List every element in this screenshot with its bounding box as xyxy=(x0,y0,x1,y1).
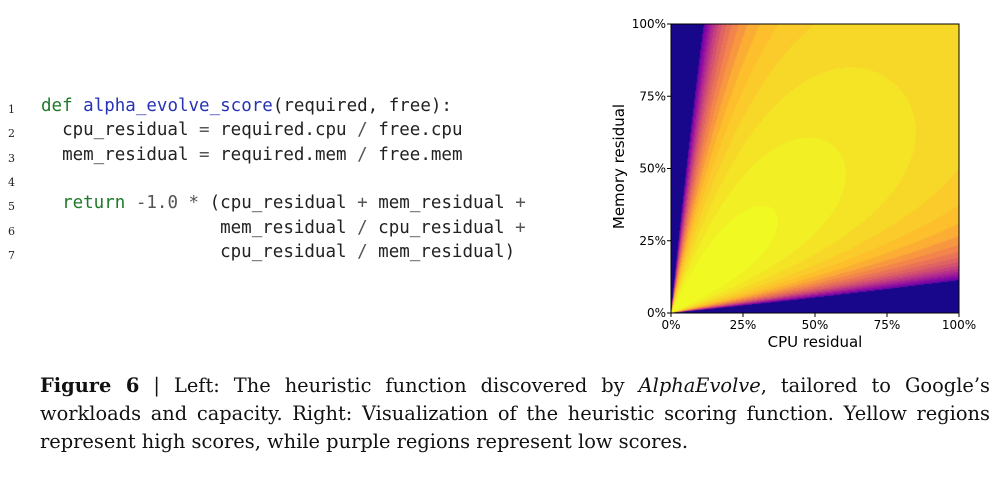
x-tick-label: 25% xyxy=(730,318,757,332)
y-tick-label: 25% xyxy=(639,234,666,248)
caption-text-1: Left: The heuristic function discovered … xyxy=(173,374,639,397)
line-number: 7 xyxy=(8,248,15,262)
code-text: mem_residual / cpu_residual + xyxy=(41,217,526,238)
caption-label: Figure 6 xyxy=(40,374,140,397)
x-tick-label: 75% xyxy=(874,318,901,332)
y-tick-label: 100% xyxy=(632,17,666,31)
heatmap-surface xyxy=(671,24,959,313)
code-line: 7 cpu_residual / mem_residual) xyxy=(0,242,600,266)
x-tick-label: 100% xyxy=(942,318,976,332)
code-text: def alpha_evolve_score(required, free): xyxy=(41,96,452,116)
code-line: 5 return -1.0 * (cpu_residual + mem_resi… xyxy=(0,193,600,217)
line-number: 1 xyxy=(8,103,15,116)
code-line: 4 xyxy=(0,169,600,193)
line-number: 6 xyxy=(8,224,15,238)
x-tick-label: 0% xyxy=(661,318,680,332)
code-line: 6 mem_residual / cpu_residual + xyxy=(0,218,600,242)
y-tick-label: 0% xyxy=(647,306,666,320)
y-axis-label: Memory residual xyxy=(610,104,628,229)
line-number: 4 xyxy=(8,175,15,189)
code-line: 3 mem_residual = required.mem / free.mem xyxy=(0,145,600,169)
code-text: cpu_residual / mem_residual) xyxy=(41,241,516,262)
x-tick-label: 50% xyxy=(802,318,829,332)
line-number: 3 xyxy=(8,151,15,165)
line-number: 2 xyxy=(8,127,15,141)
code-line: 2 cpu_residual = required.cpu / free.cpu xyxy=(0,120,600,144)
caption-text-2: , tailored to Google’s workloads and cap… xyxy=(40,374,990,453)
x-axis-label: CPU residual xyxy=(768,333,863,351)
code-text: mem_residual = required.mem / free.mem xyxy=(41,144,463,165)
code-text: return -1.0 * (cpu_residual + mem_residu… xyxy=(62,193,526,214)
code-line: 1 def alpha_evolve_score(required, free): xyxy=(0,96,600,120)
code-text: cpu_residual = required.cpu / free.cpu xyxy=(41,120,463,141)
caption-emphasis: AlphaEvolve xyxy=(638,374,761,397)
caption-separator: | xyxy=(139,374,174,397)
line-number: 5 xyxy=(8,200,15,214)
score-heatmap-chart: 0% 25% 50% 75% 100% 0% 25% 50% 75% 100% CPU residu… xyxy=(610,17,976,351)
y-tick-label: 50% xyxy=(639,162,666,176)
y-tick-label: 75% xyxy=(639,89,666,103)
figure-caption: Figure 6 | Left: The heuristic function … xyxy=(40,372,990,456)
